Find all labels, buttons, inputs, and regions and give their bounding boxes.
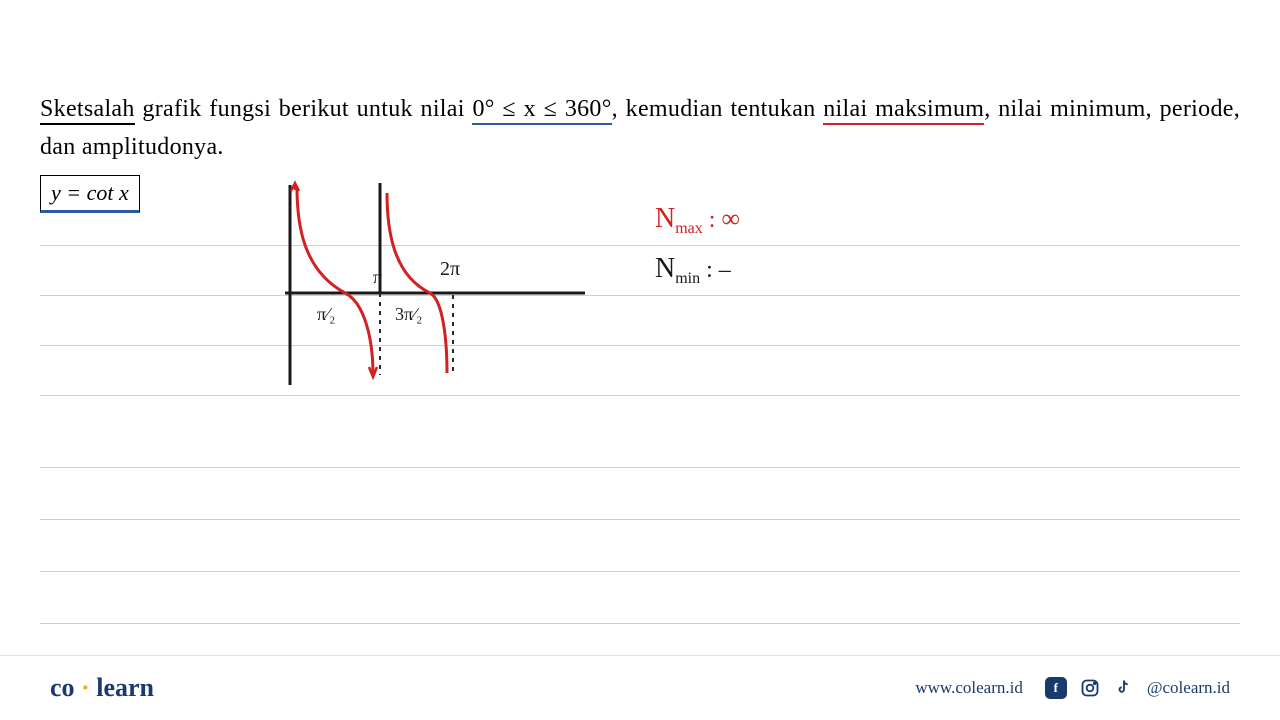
question-target: nilai maksimum [823, 96, 984, 125]
ruled-line [40, 395, 1240, 396]
ruled-line [40, 467, 1240, 468]
brand-logo: co · learn [50, 673, 154, 703]
footer: co · learn www.colearn.id f @colearn.id [0, 655, 1280, 720]
question-text: Sketsalah grafik fungsi berikut untuk ni… [40, 90, 1240, 167]
ruled-line [40, 623, 1240, 624]
footer-right: www.colearn.id f @colearn.id [915, 677, 1230, 699]
footer-handle: @colearn.id [1147, 678, 1230, 698]
ruled-line [40, 345, 1240, 346]
cotangent-graph: π⁄₂ π 3π⁄₂ 2π [255, 175, 615, 395]
question-domain: 0° ≤ x ≤ 360° [472, 96, 611, 125]
instagram-icon [1079, 677, 1101, 699]
ruled-line [40, 519, 1240, 520]
label-pi-half: π⁄₂ [317, 304, 335, 324]
question-prefix: Sketsalah [40, 96, 135, 125]
ruled-line [40, 245, 1240, 246]
label-2pi: 2π [440, 258, 460, 280]
ruled-line [40, 571, 1240, 572]
footer-url: www.colearn.id [915, 678, 1022, 698]
ruled-line [40, 295, 1240, 296]
label-pi: π [373, 267, 382, 287]
nmax-annotation: Nmax : ∞ [655, 203, 740, 238]
question-part1: grafik fungsi berikut untuk nilai [135, 96, 473, 122]
tiktok-icon [1113, 677, 1135, 699]
question-part2: , kemudian tentukan [612, 96, 824, 122]
nmin-annotation: Nmin : – [655, 253, 731, 288]
facebook-icon: f [1045, 677, 1067, 699]
workspace: π⁄₂ π 3π⁄₂ 2π Nmax : ∞ Nmin : – [0, 175, 1280, 635]
label-3pi-half: 3π⁄₂ [395, 304, 422, 324]
